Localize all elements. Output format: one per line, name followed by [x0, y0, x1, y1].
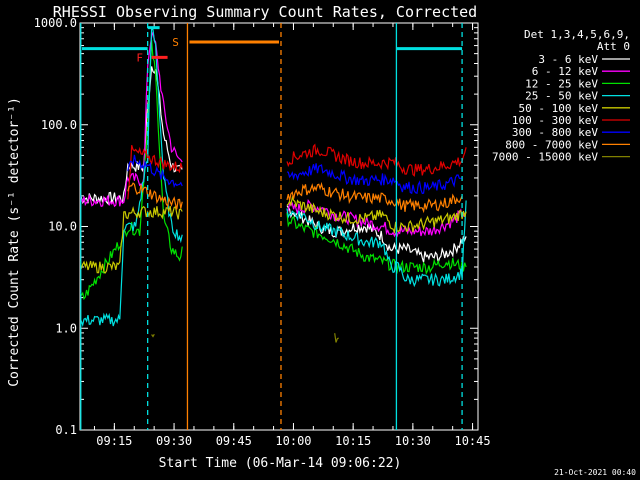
legend-label: 7000 - 15000 keV	[492, 151, 598, 164]
legend-label: 300 - 800 keV	[512, 126, 598, 139]
series-line-5	[127, 143, 467, 200]
y-tick-label: 1000.0	[34, 16, 77, 30]
series-line-1	[80, 31, 467, 238]
y-tick-label: 100.0	[41, 118, 77, 132]
legend-label: 800 - 7000 keV	[505, 138, 598, 151]
y-tick-label: 10.0	[48, 220, 77, 234]
x-tick-label: 10:15	[335, 434, 371, 448]
series-line-7	[127, 181, 463, 214]
series-layer	[80, 27, 467, 343]
chart-title: RHESSI Observing Summary Count Rates, Co…	[53, 3, 477, 21]
legend-label: 6 - 12 keV	[532, 65, 599, 78]
timestamp: 21-Oct-2021 00:40	[554, 468, 636, 477]
y-tick-label: 1.0	[55, 321, 77, 335]
series-line-3	[80, 27, 467, 327]
flare-flag-label: F	[136, 51, 143, 64]
legend-header: Att 0	[597, 40, 630, 53]
series-line-8	[151, 333, 339, 343]
y-axis-label: Corrected Count Rate (s⁻¹ detector⁻¹)	[7, 97, 22, 387]
observing-markers: FS	[80, 23, 463, 430]
x-tick-label: 09:15	[96, 434, 132, 448]
series-line-2	[80, 40, 467, 301]
series-line-6	[127, 154, 463, 195]
saa-flag-label: S	[172, 36, 179, 49]
x-tick-label: 10:30	[395, 434, 431, 448]
x-axis-label: Start Time (06-Mar-14 09:06:22)	[159, 456, 402, 471]
x-tick-label: 09:30	[156, 434, 192, 448]
legend-label: 50 - 100 keV	[519, 102, 599, 115]
legend-label: 3 - 6 keV	[538, 53, 598, 66]
legend-label: 100 - 300 keV	[512, 114, 598, 127]
legend-label: 25 - 50 keV	[525, 90, 598, 103]
series-line-4	[80, 195, 467, 274]
y-tick-label: 0.1	[55, 423, 77, 437]
legend-header: Det 1,3,4,5,6,9,	[524, 28, 630, 41]
legend-label: 12 - 25 keV	[525, 77, 598, 90]
x-tick-label: 09:45	[216, 434, 252, 448]
x-tick-label: 10:45	[454, 434, 490, 448]
x-tick-label: 10:00	[275, 434, 311, 448]
